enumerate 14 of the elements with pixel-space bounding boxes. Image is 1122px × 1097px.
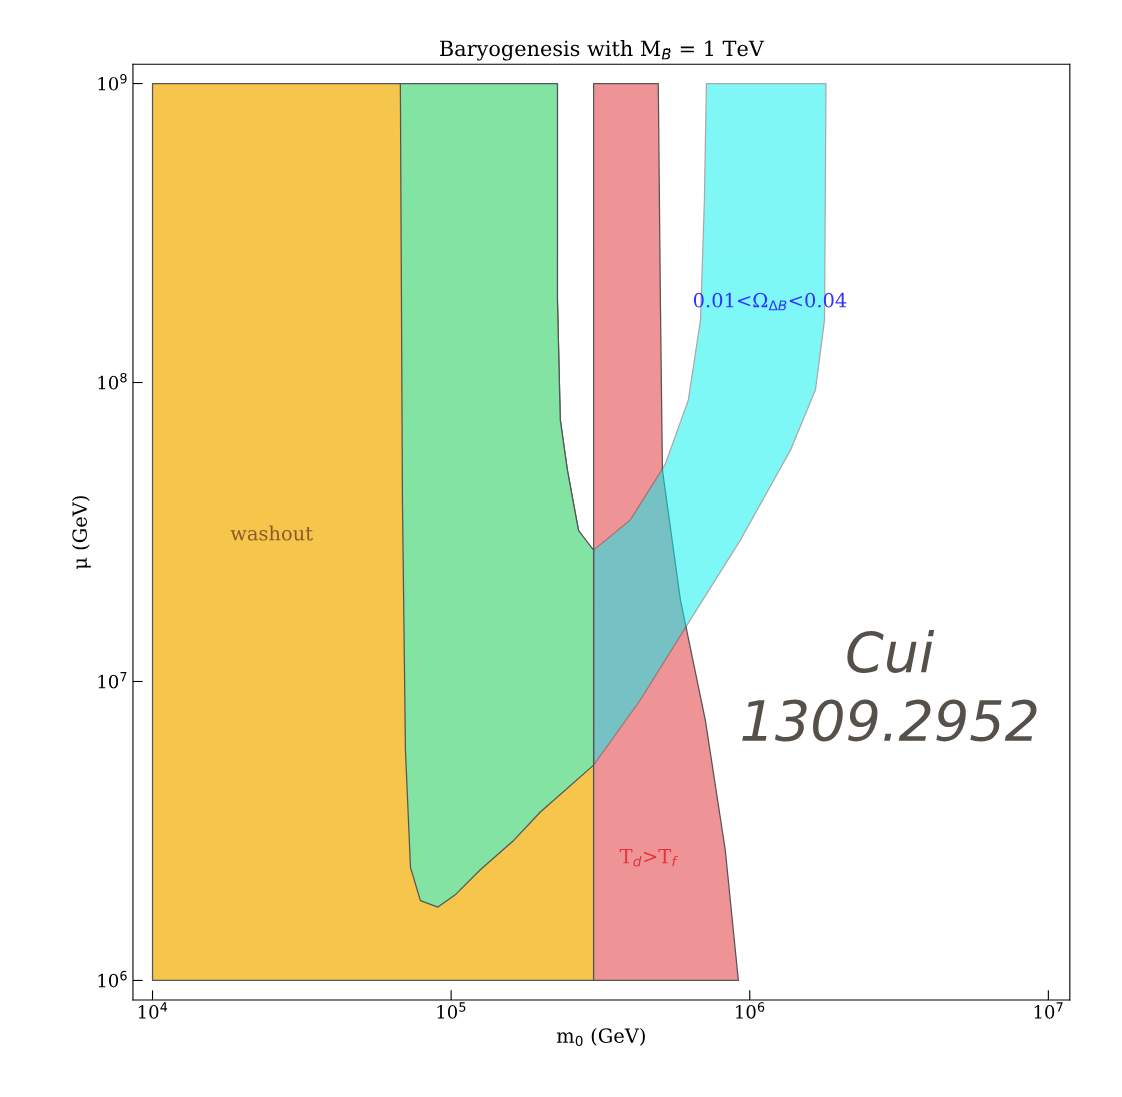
annotation: washout [230, 525, 313, 541]
x-tick-label: 10$^{7}$ [1034, 1002, 1063, 1019]
x-tick-label: 10$^{5}$ [437, 1002, 466, 1019]
chart-title: Baryogenesis with M$_{B̃}$ = 1 TeV [440, 40, 765, 61]
y-tick-label: 10$^{6}$ [98, 970, 127, 988]
annotation: T$_{d}$>T$_{f}$ [619, 848, 678, 867]
y-tick-label: 10$^{9}$ [98, 73, 127, 91]
y-tick-label: 10$^{7}$ [98, 672, 127, 689]
y-tick-label: 10$^{8}$ [98, 372, 127, 390]
x-axis-title: m$_{0}$ (GeV) [556, 1027, 645, 1047]
x-tick-label: 10$^{6}$ [736, 1002, 765, 1019]
x-tick-label: 10$^{4}$ [138, 1002, 168, 1019]
y-axis-title: μ (GeV) [71, 496, 91, 570]
annotation: Cui 1309.2952 [742, 629, 1037, 742]
